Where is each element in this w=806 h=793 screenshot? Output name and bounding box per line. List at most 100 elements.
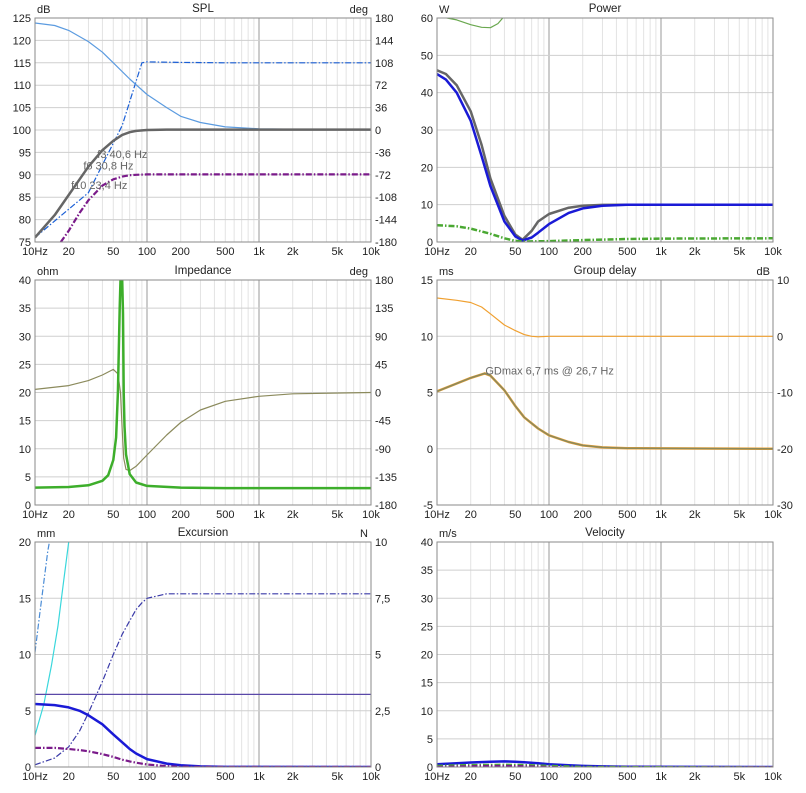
y-axis-unit-label: mm bbox=[37, 528, 55, 540]
x-tick-label: 5k bbox=[331, 509, 343, 521]
x-tick-label: 200 bbox=[574, 771, 592, 783]
x-tick-label: 1k bbox=[253, 246, 265, 258]
chart-title: SPL bbox=[192, 3, 214, 15]
y-tick-label: 0 bbox=[25, 500, 31, 512]
plot-frame bbox=[34, 17, 372, 243]
x-tick-label: 50 bbox=[107, 246, 119, 258]
x-tick-label: 1k bbox=[253, 771, 265, 783]
y2-tick-label: -144 bbox=[375, 215, 397, 227]
x-tick-label: 20 bbox=[63, 509, 75, 521]
y-tick-label: 120 bbox=[13, 35, 31, 47]
y-tick-label: 25 bbox=[19, 359, 31, 371]
plot-frame bbox=[34, 279, 372, 506]
y-tick-label: 115 bbox=[13, 58, 31, 70]
series-line bbox=[35, 128, 371, 239]
y2-tick-label: 36 bbox=[375, 103, 387, 115]
plot-frame bbox=[436, 17, 774, 243]
x-tick-label: 100 bbox=[540, 509, 558, 521]
chart-power: Power W 0 10 20 30 40 50 60 10Hz 20 50 100 200 500 1k 2k… bbox=[421, 3, 783, 258]
x-tick-label: 200 bbox=[172, 246, 190, 258]
x-tick-label: 10k bbox=[362, 246, 380, 258]
chart-group-delay: Group delay ms dB -5 0 5 10 15 -30 -20 -10 0 10 10Hz 2… bbox=[421, 265, 793, 521]
y2-axis-unit-label: deg bbox=[350, 266, 368, 278]
y-tick-label: 20 bbox=[19, 388, 31, 400]
y2-axis-unit-label: N bbox=[360, 528, 368, 540]
x-tick-label: 20 bbox=[465, 509, 477, 521]
x-tick-label: 10Hz bbox=[424, 509, 450, 521]
y2-axis-unit-label: dB bbox=[757, 266, 770, 278]
y2-tick-label: -180 bbox=[375, 237, 397, 249]
x-tick-label: 50 bbox=[509, 771, 521, 783]
y2-tick-label: -90 bbox=[375, 444, 391, 456]
y-tick-label: 0 bbox=[25, 762, 31, 774]
plot-frame bbox=[34, 541, 372, 768]
y-tick-label: 30 bbox=[19, 331, 31, 343]
chart-velocity: Velocity m/s 0 5 10 15 20 25 30 35 40 10Hz 20 50 100 20… bbox=[421, 527, 783, 783]
y-axis-unit-label: ms bbox=[439, 266, 454, 278]
y-tick-label: 20 bbox=[19, 537, 31, 549]
x-tick-label: 2k bbox=[287, 509, 299, 521]
y-tick-label: 40 bbox=[421, 537, 433, 549]
x-tick-label: 2k bbox=[689, 246, 701, 258]
x-tick-label: 5k bbox=[331, 246, 343, 258]
chart-title: Velocity bbox=[585, 527, 625, 539]
y-tick-label: 15 bbox=[421, 275, 433, 287]
y-tick-label: 20 bbox=[421, 162, 433, 174]
series-line bbox=[59, 173, 371, 242]
x-tick-label: 10k bbox=[362, 771, 380, 783]
y-tick-label: 30 bbox=[421, 125, 433, 137]
x-tick-label: 20 bbox=[63, 246, 75, 258]
chart-title: Group delay bbox=[574, 265, 637, 277]
annotation-label: GDmax 6,7 ms @ 26,7 Hz bbox=[485, 366, 614, 378]
x-tick-label: 100 bbox=[138, 771, 156, 783]
chart-spl: SPL dB deg 75 80 85 90 95 100 105 110 115 120 125 -180… bbox=[13, 3, 397, 258]
x-tick-label: 500 bbox=[618, 509, 636, 521]
y2-tick-label: 108 bbox=[375, 58, 393, 70]
y-tick-label: 5 bbox=[25, 472, 31, 484]
x-tick-label: 500 bbox=[618, 246, 636, 258]
y-axis-unit-label: ohm bbox=[37, 266, 58, 278]
x-tick-label: 5k bbox=[733, 509, 745, 521]
series-line bbox=[35, 542, 51, 653]
y-tick-label: 10 bbox=[19, 650, 31, 662]
y2-tick-label: -30 bbox=[777, 500, 793, 512]
y-tick-label: -5 bbox=[423, 500, 433, 512]
y2-tick-label: 90 bbox=[375, 331, 387, 343]
series-group bbox=[437, 18, 773, 242]
y2-tick-label: -36 bbox=[375, 147, 391, 159]
x-tick-label: 10Hz bbox=[424, 246, 450, 258]
x-tick-label: 2k bbox=[689, 509, 701, 521]
series-line bbox=[35, 593, 371, 766]
y-tick-label: 25 bbox=[421, 621, 433, 633]
x-tick-label: 1k bbox=[253, 509, 265, 521]
series-group bbox=[35, 22, 371, 242]
y2-tick-label: 5 bbox=[375, 650, 381, 662]
y-tick-label: 10 bbox=[421, 200, 433, 212]
series-group bbox=[437, 760, 773, 767]
x-tick-label: 50 bbox=[107, 509, 119, 521]
x-tick-label: 20 bbox=[63, 771, 75, 783]
series-group bbox=[35, 280, 371, 490]
y2-tick-label: 180 bbox=[375, 275, 393, 287]
plot-frame bbox=[436, 279, 774, 506]
y-tick-label: 10 bbox=[19, 444, 31, 456]
x-tick-label: 100 bbox=[138, 509, 156, 521]
y-tick-label: 50 bbox=[421, 50, 433, 62]
y-tick-label: 40 bbox=[421, 88, 433, 100]
y2-tick-label: 0 bbox=[375, 388, 381, 400]
x-tick-label: 10Hz bbox=[22, 509, 48, 521]
y-tick-label: 15 bbox=[19, 593, 31, 605]
y2-tick-label: 7,5 bbox=[375, 593, 390, 605]
y-axis-unit-label: m/s bbox=[439, 528, 457, 540]
series-line bbox=[35, 542, 70, 736]
y-tick-label: 5 bbox=[427, 388, 433, 400]
y2-tick-label: -20 bbox=[777, 444, 793, 456]
y-tick-label: 10 bbox=[421, 331, 433, 343]
y-tick-label: 90 bbox=[19, 170, 31, 182]
x-tick-label: 10k bbox=[362, 509, 380, 521]
y2-tick-label: 0 bbox=[375, 762, 381, 774]
plot-frame bbox=[436, 541, 774, 768]
y-tick-label: 0 bbox=[427, 444, 433, 456]
y-tick-label: 75 bbox=[19, 237, 31, 249]
